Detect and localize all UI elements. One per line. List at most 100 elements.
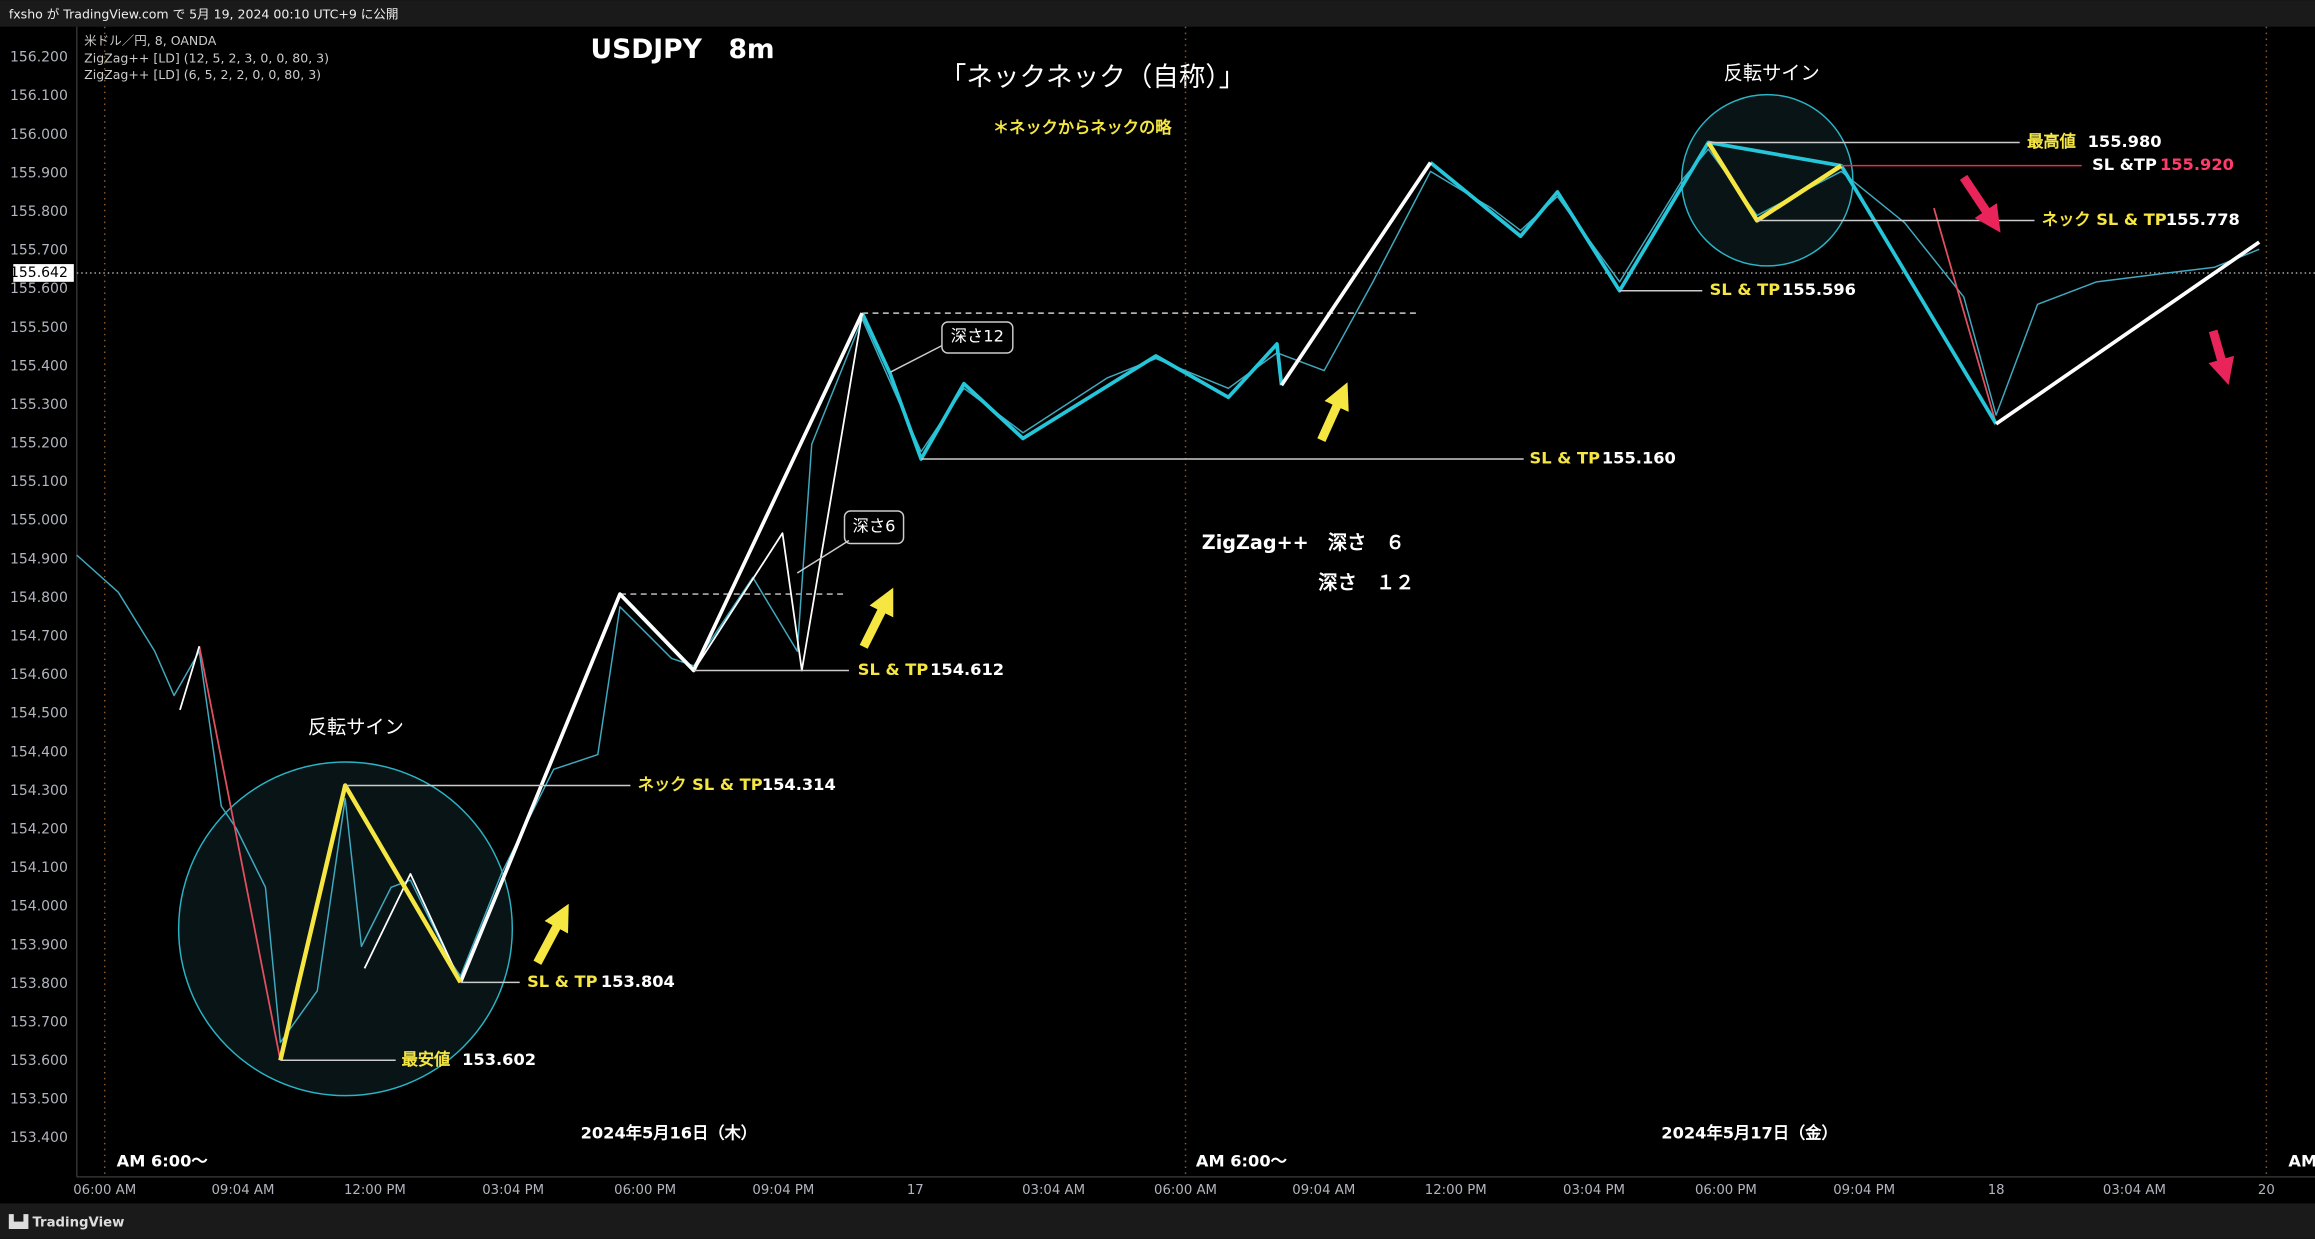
last-price-box	[13, 264, 74, 282]
zigzag-cyan	[860, 312, 1284, 461]
level-label: ネック SL & TP	[638, 775, 763, 794]
y-tick-label: 153.700	[10, 1014, 68, 1030]
level-value: 155.980	[2088, 132, 2162, 151]
annotation-text: AM 6:00～	[1196, 1152, 1287, 1171]
down-arrow	[1959, 174, 2001, 233]
y-tick-label: 153.800	[10, 976, 68, 992]
reversal-circle	[1680, 93, 1854, 267]
y-tick-label: 154.200	[10, 821, 68, 837]
annotation-text: 反転サイン	[308, 716, 404, 739]
x-tick-label: 03:04 AM	[2103, 1183, 2166, 1198]
plot-area: 06:00 AM 09:04 AM 12:00 PM 03:04 PM 06:00 PM…	[73, 26, 2315, 1198]
x-tick-label: 09:04 PM	[1833, 1183, 1895, 1198]
zigzag-white	[1279, 161, 1433, 387]
y-tick-label: 154.000	[10, 899, 68, 915]
x-tick-label: 17	[907, 1183, 924, 1198]
level-value: 155.920	[2160, 155, 2234, 174]
y-tick-label: 154.900	[10, 551, 68, 567]
y-tick-label: 154.500	[10, 706, 68, 722]
level-value: 155.778	[2166, 210, 2240, 229]
zigzag-yellow	[278, 783, 463, 1061]
annotation-text: 2024年5月16日（木）	[581, 1124, 757, 1143]
zigzag-red	[198, 646, 282, 1061]
chart-subtitle: 「ネックネック（自称）」	[940, 62, 1245, 93]
level-label: SL & TP	[527, 972, 598, 991]
annotation-text: 深さ １２	[1318, 571, 1414, 594]
callout-pointer	[889, 344, 943, 373]
published-text: fxsho が TradingView.com で 5月 19, 2024 00…	[9, 6, 399, 21]
x-tick-label: 09:04 AM	[1292, 1183, 1355, 1198]
reversal-circle	[177, 761, 514, 1097]
level-label: SL &TP	[2092, 155, 2157, 174]
zigzag-white	[458, 312, 864, 983]
y-tick-label: 156.100	[10, 88, 68, 104]
y-tick-label: 155.800	[10, 204, 68, 220]
y-tick-label: 155.700	[10, 243, 68, 259]
footer-logo: ▙▟	[8, 1214, 29, 1230]
top-bar	[0, 0, 2315, 27]
x-tick-label: 06:00 PM	[614, 1183, 676, 1198]
callout-pointer	[796, 539, 850, 574]
legend-line: 米ドル／円, 8, OANDA	[84, 33, 217, 48]
y-tick-label: 155.300	[10, 397, 68, 413]
level-value: 154.612	[930, 660, 1004, 679]
up-arrow	[1317, 382, 1349, 442]
y-tick-label: 155.500	[10, 320, 68, 336]
annotation-text: AM	[2288, 1152, 2315, 1171]
x-tick-label: 06:00 AM	[73, 1183, 136, 1198]
zigzag-thin	[363, 872, 462, 983]
zigzag-cyan	[1429, 140, 1998, 425]
footer-brand: TradingView	[32, 1216, 124, 1231]
level-label: 最安値	[402, 1050, 451, 1069]
y-tick-label: 155.100	[10, 474, 68, 490]
x-tick-label: 20	[2258, 1183, 2275, 1198]
y-tick-label: 154.700	[10, 629, 68, 645]
annotation-text: AM 6:00～	[117, 1152, 208, 1171]
x-tick-label: 03:04 AM	[1022, 1183, 1085, 1198]
x-tick-label: 09:04 AM	[211, 1183, 274, 1198]
x-tick-label: 06:00 PM	[1695, 1183, 1757, 1198]
y-tick-label: 155.400	[10, 358, 68, 374]
y-tick-label: 156.200	[10, 50, 68, 66]
legend-line: ZigZag++ [LD] (12, 5, 2, 3, 0, 0, 80, 3)	[84, 51, 329, 66]
y-tick-label: 153.400	[10, 1130, 68, 1146]
annotation-text: 反転サイン	[1724, 61, 1820, 84]
x-tick-label: 12:00 PM	[344, 1183, 406, 1198]
bottom-bar	[0, 1203, 2315, 1239]
level-label: 最高値	[2027, 132, 2076, 151]
annotation-text: 深さ6	[853, 517, 896, 536]
y-tick-label: 155.600	[10, 281, 68, 297]
zigzag-white	[1995, 240, 2261, 426]
level-value: 154.314	[762, 775, 836, 794]
y-tick-label: 154.800	[10, 590, 68, 606]
y-tick-label: 153.500	[10, 1092, 68, 1108]
callout-box	[941, 321, 1014, 354]
level-label: ネック SL & TP	[2042, 210, 2167, 229]
last-price-label: 155.642	[10, 265, 68, 281]
chart-note: ＊ネックからネックの略	[993, 118, 1172, 137]
x-tick-label: 09:04 PM	[752, 1183, 814, 1198]
x-tick-label: 03:04 PM	[1563, 1183, 1625, 1198]
x-tick-label: 12:00 PM	[1425, 1183, 1487, 1198]
zigzag-thin	[693, 312, 864, 672]
callout-box	[843, 510, 905, 545]
down-arrow	[2208, 329, 2235, 385]
x-tick-label: 03:04 PM	[482, 1183, 544, 1198]
level-value: 153.804	[601, 972, 675, 991]
annotation-text: 深さ12	[951, 326, 1004, 345]
y-tick-label: 154.300	[10, 783, 68, 799]
y-tick-label: 156.000	[10, 127, 68, 143]
y-tick-label: 155.000	[10, 513, 68, 529]
annotation-text: ZigZag++ 深さ ６	[1202, 531, 1405, 554]
y-tick-label: 154.100	[10, 860, 68, 876]
up-arrow	[533, 903, 569, 965]
level-value: 153.602	[462, 1050, 536, 1069]
annotation-text: 2024年5月17日（金）	[1661, 1124, 1837, 1143]
x-tick-label: 18	[1988, 1183, 2005, 1198]
x-tick-label: 06:00 AM	[1154, 1183, 1217, 1198]
level-label: SL & TP	[1530, 448, 1601, 467]
zigzag-thin	[179, 645, 201, 711]
zigzag-red	[1933, 207, 1997, 425]
